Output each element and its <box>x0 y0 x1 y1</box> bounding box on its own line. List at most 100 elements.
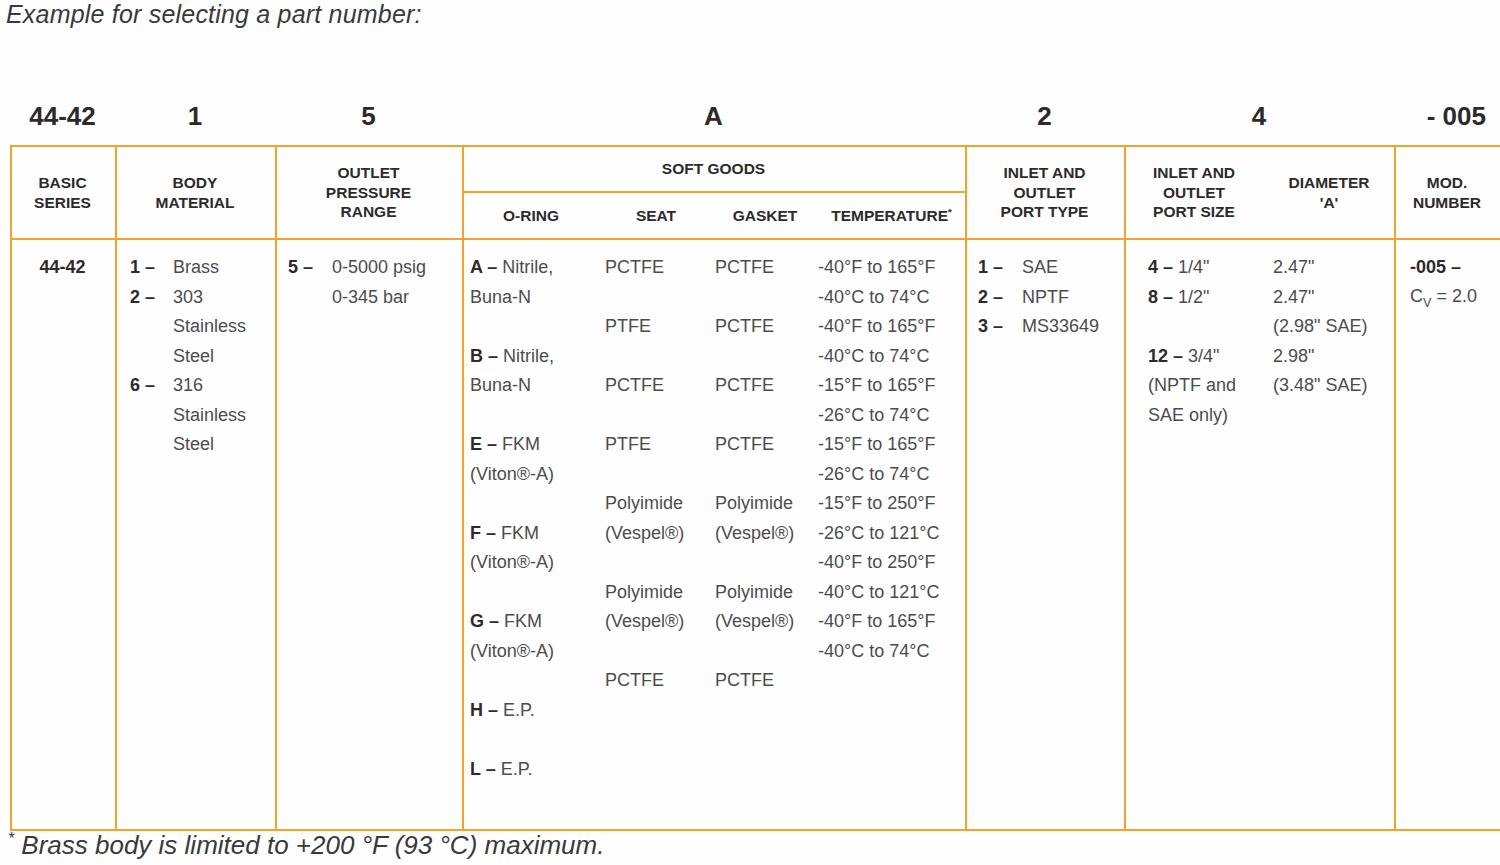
col-divider <box>275 145 277 831</box>
pn-pressure: 5 <box>275 100 462 132</box>
table-line <box>605 548 684 578</box>
table-line: -40°F to 165°F <box>818 607 939 637</box>
table-line <box>715 725 794 755</box>
pn-body-material: 1 <box>115 100 275 132</box>
table-line: SAE only) <box>1148 401 1236 431</box>
table-line <box>715 696 794 726</box>
table-line: B – Nitrile, <box>470 342 554 372</box>
table-line: Buna-N <box>470 371 554 401</box>
pn-port-type: 2 <box>965 100 1124 132</box>
table-line: L – E.P. <box>470 755 554 785</box>
table-line <box>470 725 554 755</box>
table-line <box>605 342 684 372</box>
table-line: -005 – <box>1410 253 1461 283</box>
table-line <box>605 401 684 431</box>
table-line <box>715 637 794 667</box>
table-line: Polyimide <box>715 578 794 608</box>
table-line: Steel <box>130 342 246 372</box>
table-line: Polyimide <box>715 489 794 519</box>
col-divider <box>965 145 967 831</box>
table-line <box>605 725 684 755</box>
table-line: 4 – 1/4" <box>1148 253 1236 283</box>
table-line: 3 – MS33649 <box>978 312 1099 342</box>
cell-seat: PCTFEPTFEPCTFEPTFEPolyimide(Vespel®)Poly… <box>605 253 684 784</box>
table-line: Stainless <box>130 312 246 342</box>
table-line <box>1148 312 1236 342</box>
pn-port-size: 4 <box>1124 100 1394 132</box>
table-line: -40°F to 165°F <box>818 312 939 342</box>
table-line: PCTFE <box>715 371 794 401</box>
table-line: PTFE <box>605 430 684 460</box>
table-line: 5 – 0-5000 psig <box>288 253 426 283</box>
table-line: H – E.P. <box>470 696 554 726</box>
table-line: (Vespel®) <box>715 519 794 549</box>
table-line: 2.98" <box>1273 342 1367 372</box>
footnote: * Brass body is limited to +200 °F (93 °… <box>8 830 604 861</box>
table-line <box>605 637 684 667</box>
table-line: 2.47" <box>1273 283 1367 313</box>
table-line: (Viton®-A) <box>470 460 554 490</box>
table-line: -40°C to 74°C <box>818 637 939 667</box>
table-line: 2 – NPTF <box>978 283 1099 313</box>
table-line <box>715 755 794 785</box>
table-line <box>470 666 554 696</box>
header-basic-series: BASIC SERIES <box>10 147 115 238</box>
table-line <box>818 755 939 785</box>
temperature-footnote-asterisk: * <box>948 206 952 217</box>
table-line: (Viton®-A) <box>470 548 554 578</box>
table-line: (NPTF and <box>1148 371 1236 401</box>
table-line <box>715 548 794 578</box>
table-line: (2.98" SAE) <box>1273 312 1367 342</box>
table-line: -15°F to 250°F <box>818 489 939 519</box>
table-line: 1 – Brass <box>130 253 246 283</box>
cell-outlet-pressure-range: 5 – 0-5000 psig0-345 bar <box>288 253 426 312</box>
header-temperature: TEMPERATURE* <box>818 193 965 238</box>
table-line: -15°F to 165°F <box>818 371 939 401</box>
col-divider <box>1394 145 1396 831</box>
cell-mod-cv-value: CV = 2.0 <box>1410 282 1477 312</box>
table-line <box>818 666 939 696</box>
table-line: -40°C to 121°C <box>818 578 939 608</box>
table-line: -26°C to 74°C <box>818 401 939 431</box>
table-line: PCTFE <box>715 666 794 696</box>
table-line: 1 – SAE <box>978 253 1099 283</box>
table-line <box>1273 401 1367 431</box>
header-outlet-pressure-range: OUTLET PRESSURE RANGE <box>275 147 462 238</box>
table-line: PCTFE <box>715 430 794 460</box>
table-line: -40°F to 250°F <box>818 548 939 578</box>
table-line: -26°C to 74°C <box>818 460 939 490</box>
table-line: PCTFE <box>715 253 794 283</box>
col-divider <box>462 145 464 831</box>
table-line: Polyimide <box>605 489 684 519</box>
table-line: (Vespel®) <box>715 607 794 637</box>
table-line <box>470 489 554 519</box>
table-line <box>818 725 939 755</box>
table-line <box>470 312 554 342</box>
table-line: 0-345 bar <box>288 283 426 313</box>
cell-basic-series: 44-42 <box>10 253 115 283</box>
table-line: -15°F to 165°F <box>818 430 939 460</box>
pn-soft-goods: A <box>462 100 965 132</box>
table-line: -40°C to 74°C <box>818 342 939 372</box>
header-diameter-a: DIAMETER 'A' <box>1264 147 1394 238</box>
pn-basic-series: 44-42 <box>10 100 115 132</box>
table-line: (Viton®-A) <box>470 637 554 667</box>
table-line: 2 – 303 <box>130 283 246 313</box>
header-soft-goods: SOFT GOODS <box>462 147 965 191</box>
header-seat: SEAT <box>600 193 712 238</box>
table-line <box>605 696 684 726</box>
table-line: (Vespel®) <box>605 519 684 549</box>
table-line: PCTFE <box>605 253 684 283</box>
table-line: Steel <box>130 430 246 460</box>
page-title: Example for selecting a part number: <box>6 0 422 29</box>
table-line: Polyimide <box>605 578 684 608</box>
table-line: PTFE <box>605 312 684 342</box>
table-line: F – FKM <box>470 519 554 549</box>
header-mod-number: MOD. NUMBER <box>1394 147 1500 238</box>
table-line <box>715 342 794 372</box>
table-line <box>605 460 684 490</box>
table-line: (Vespel®) <box>605 607 684 637</box>
col-divider <box>1124 145 1126 831</box>
header-o-ring: O-RING <box>462 193 600 238</box>
header-inlet-outlet-port-type: INLET AND OUTLET PORT TYPE <box>965 147 1124 238</box>
